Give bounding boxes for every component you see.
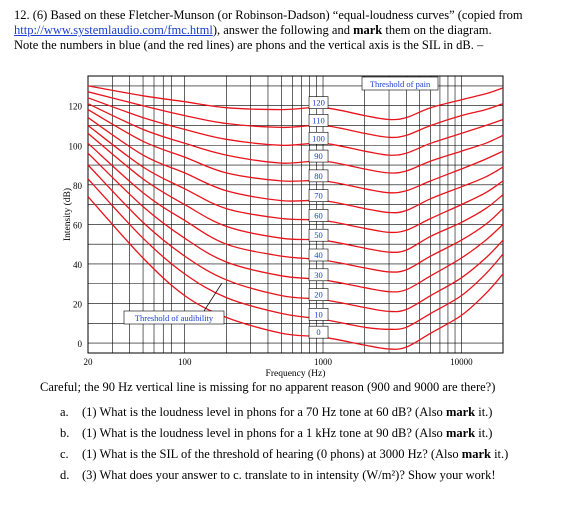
question-mark-bold: mark <box>353 23 383 37</box>
loudness-curve-70-phon <box>88 117 503 214</box>
item-bold: mark <box>461 447 491 461</box>
loudness-curve-60-phon <box>88 124 503 234</box>
loudness-curve-100-phon <box>88 97 503 156</box>
phon-label-box <box>308 288 329 301</box>
question-header: 12. (6) Based on these Fletcher-Munson (… <box>14 8 554 53</box>
phon-label: 80 <box>314 171 323 181</box>
phon-label-box <box>308 131 329 145</box>
y-tick-label: 100 <box>69 141 83 151</box>
item-tail: it.) <box>475 405 493 419</box>
loudness-curve-110-phon <box>88 91 503 139</box>
phon-label-box <box>308 268 329 282</box>
source-link[interactable]: http://www.systemlaudio.com/fmc.html <box>14 23 213 37</box>
question-item-c: c. (1) What is the SIL of the threshold o… <box>60 444 508 465</box>
threshold-of-pain-box <box>361 76 439 91</box>
phon-label-box <box>308 325 329 339</box>
item-tail: it.) <box>490 447 509 461</box>
y-tick-label: 60 <box>73 220 83 230</box>
item-text: (3) What does your answer to c. translat… <box>82 468 496 482</box>
loudness-curve-50-phon <box>88 132 503 253</box>
phon-label: 70 <box>314 191 323 201</box>
loudness-curve-30-phon <box>88 152 503 293</box>
phon-label: 90 <box>314 151 323 161</box>
phon-label-box <box>308 189 329 202</box>
item-label: c. <box>60 447 69 461</box>
y-tick-label: 80 <box>73 181 83 191</box>
loudness-curve-10-phon <box>88 178 503 331</box>
loudness-curve-90-phon <box>88 103 503 174</box>
question-item-d: d. (3) What does your answer to c. transl… <box>60 465 508 486</box>
loudness-curve-20-phon <box>88 164 503 313</box>
threshold-of-pain-label: Threshold of pain <box>370 79 431 89</box>
item-text: (1) What is the SIL of the threshold of … <box>82 447 462 461</box>
phon-label: 120 <box>312 98 325 108</box>
phon-label-box <box>308 308 329 321</box>
x-tick-label: 100 <box>178 357 192 367</box>
careful-note: Careful; the 90 Hz vertical line is miss… <box>40 380 496 394</box>
loudness-curve-40-phon <box>88 142 503 273</box>
y-axis-label: Intensity (dB) <box>62 188 73 241</box>
x-axis-label: Frequency (Hz) <box>266 368 326 379</box>
item-label: a. <box>60 405 69 419</box>
plot-frame <box>87 75 504 354</box>
phon-label-box <box>308 114 329 127</box>
phon-label: 20 <box>314 290 323 300</box>
question-items: a. (1) What is the loudness level in phon… <box>60 402 508 486</box>
x-tick-label: 1000 <box>314 357 333 367</box>
item-bold: mark <box>445 405 476 419</box>
phon-label-box <box>308 96 329 109</box>
threshold-of-audibility-box <box>123 310 225 325</box>
item-tail: it.) <box>475 426 493 440</box>
y-tick-label: 0 <box>78 339 83 349</box>
phon-label-box <box>308 228 329 242</box>
item-text: (1) What is the loudness level in phons … <box>82 405 446 419</box>
phon-label: 30 <box>314 270 323 280</box>
question-line-3: Note the numbers in blue (and the red li… <box>14 38 484 52</box>
question-line-2-tail: them on the diagram. <box>382 23 492 37</box>
x-tick-label: 10000 <box>450 357 473 367</box>
threshold-of-audibility-label: Threshold of audibility <box>135 313 214 323</box>
item-label: b. <box>60 426 70 440</box>
y-tick-label: 120 <box>69 102 83 112</box>
question-item-b: b. (1) What is the loudness level in phon… <box>60 423 508 444</box>
y-tick-label: 20 <box>73 300 83 310</box>
item-label: d. <box>60 468 70 482</box>
phon-label: 0 <box>316 327 320 337</box>
phon-label: 110 <box>312 115 324 125</box>
question-line-2: http://www.systemlaudio.com/fmc.html), a… <box>14 23 554 38</box>
phon-label: 100 <box>312 133 325 143</box>
phon-label-box <box>308 248 329 262</box>
loudness-curve-120-phon <box>88 85 503 121</box>
item-bold: mark <box>445 426 476 440</box>
phon-label: 60 <box>314 210 323 220</box>
question-line-1: 12. (6) Based on these Fletcher-Munson (… <box>14 8 523 22</box>
question-item-a: a. (1) What is the loudness level in phon… <box>60 402 508 423</box>
question-line-2-text: ), answer the following and <box>212 23 354 37</box>
x-tick-label: 20 <box>84 357 94 367</box>
phon-label: 50 <box>314 230 323 240</box>
phon-label: 40 <box>314 250 323 260</box>
phon-label: 10 <box>314 309 323 319</box>
loudness-curve-80-phon <box>88 109 503 194</box>
threshold-of-audibility-pointer <box>203 282 223 312</box>
phon-label-box <box>308 149 329 163</box>
y-tick-label: 40 <box>73 260 83 270</box>
phon-label-box <box>308 209 329 222</box>
loudness-curve-0-phon <box>88 196 503 350</box>
phon-label-box <box>308 169 329 183</box>
item-text: (1) What is the loudness level in phons … <box>82 426 446 440</box>
